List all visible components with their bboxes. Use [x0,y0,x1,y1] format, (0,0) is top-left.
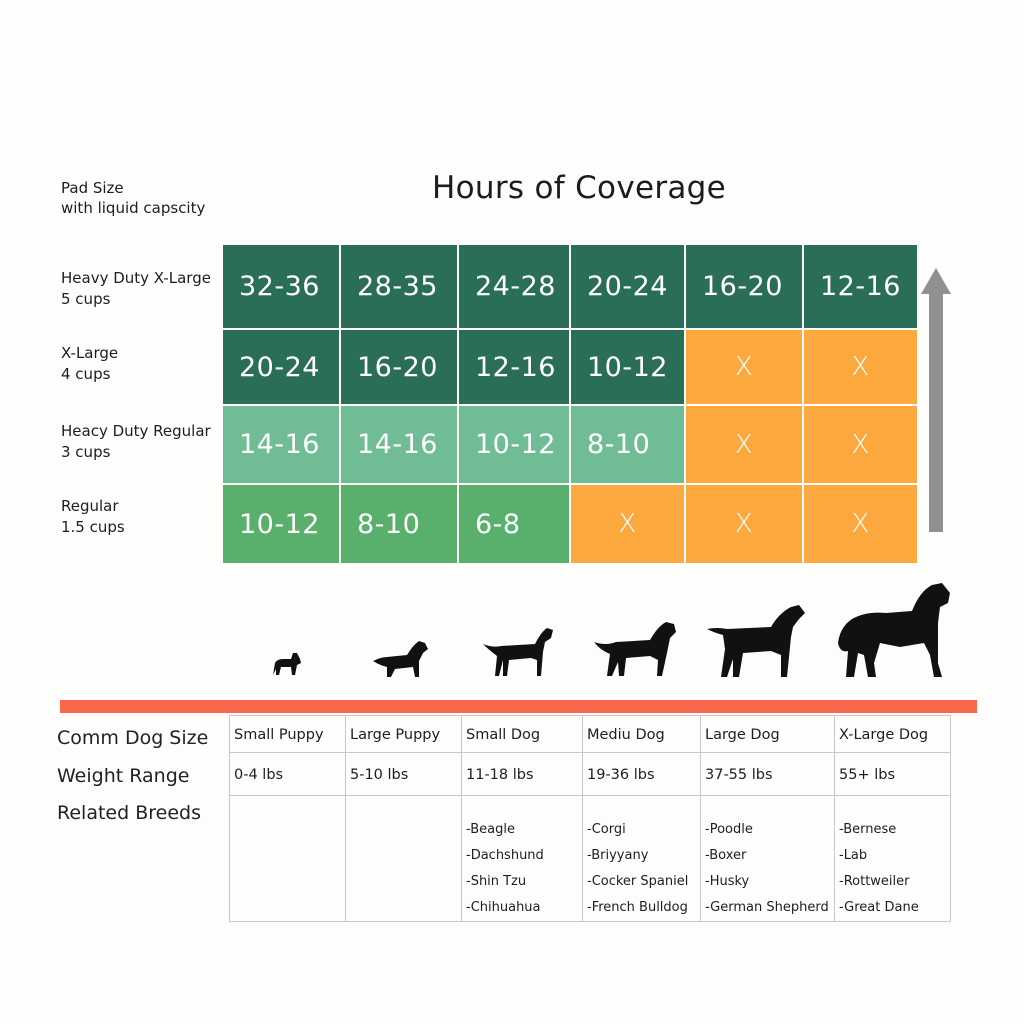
dog-size-table: Small Puppy Large Puppy Small Dog Mediu Dog… [229,715,951,922]
breeds-cell: -Beagle -Dachshund -Shin Tzu -Chihuahua [461,795,583,922]
coverage-cell-unavailable: X [686,330,802,404]
weight-range-cell: 19-36 lbs [582,752,701,796]
large-dog-icon [707,605,805,677]
breeds-cell: -Corgi -Briyyany -Cocker Spaniel -French Bu… [582,795,701,922]
row-label-capacity: 3 cups [61,443,111,461]
table-row: Small Puppy Large Puppy Small Dog Mediu Dog… [229,715,951,753]
coverage-cell: 12-16 [459,330,569,404]
breed-item: -Bernese [839,822,897,837]
pad-size-title: Pad Size [61,179,124,197]
breed-item: -Cocker Spaniel [587,874,689,889]
breeds-cell [229,795,346,922]
row-label-name: Heacy Duty Regular [61,422,211,440]
coverage-cell: 32-36 [223,245,339,328]
small-puppy-icon [273,653,301,675]
weight-range-cell: 55+ lbs [834,752,951,796]
breed-item: -Husky [705,874,750,889]
coverage-cell: 10-12 [571,330,684,404]
breeds-cell: -Bernese -Lab -Rottweiler -Great Dane [834,795,951,922]
page-title: Hours of Coverage [432,170,727,206]
weight-range-cell: 37-55 lbs [700,752,835,796]
coverage-cell: 16-20 [686,245,802,328]
dog-size-cell: Large Puppy [345,715,462,753]
breed-item: -Chihuahua [466,900,541,915]
coverage-grid: 32-36 28-35 24-28 20-24 16-20 12-16 20-24 16-20… [223,245,917,563]
breed-item: -Great Dane [839,900,919,915]
pad-size-label: Pad Size with liquid capscity [61,178,205,218]
pad-size-subtitle: with liquid capscity [61,199,206,217]
weight-range-cell: 5-10 lbs [345,752,462,796]
breed-item: -Poodle [705,822,753,837]
size-divider-bar [60,700,977,713]
large-puppy-icon [373,641,428,677]
dog-silhouettes [273,583,950,677]
coverage-cell-unavailable: X [804,406,917,483]
row-label-capacity: 5 cups [61,290,111,308]
table-row: 0-4 lbs 5-10 lbs 11-18 lbs 19-36 lbs 37-55 l… [229,752,951,796]
coverage-cell: 6-8 [459,485,569,563]
breed-item: -Beagle [466,822,515,837]
coverage-cell: 10-12 [459,406,569,483]
coverage-cell: 8-10 [571,406,684,483]
row-label-capacity: 1.5 cups [61,518,125,536]
weight-range-cell: 11-18 lbs [461,752,583,796]
row-label-heavy-duty-x-large: Heavy Duty X-Large 5 cups [61,268,211,310]
header-related-breeds: Related Breeds [57,802,201,824]
coverage-cell: 16-20 [341,330,457,404]
row-label-name: Heavy Duty X-Large [61,269,211,287]
table-row: -Beagle -Dachshund -Shin Tzu -Chihuahua -Cor… [229,795,951,922]
x-large-dog-icon [838,583,950,677]
small-dog-icon [483,628,553,676]
row-label-x-large: X-Large 4 cups [61,343,118,385]
row-label-regular: Regular 1.5 cups [61,496,125,538]
breed-item: -Lab [839,848,868,863]
row-label-capacity: 4 cups [61,365,111,383]
breed-item: -Corgi [587,822,626,837]
medium-dog-icon [594,622,676,676]
coverage-cell-unavailable: X [686,406,802,483]
header-weight-range: Weight Range [57,765,190,787]
coverage-cell-unavailable: X [804,330,917,404]
coverage-cell-unavailable: X [686,485,802,563]
coverage-cell: 20-24 [223,330,339,404]
breeds-cell [345,795,462,922]
coverage-cell: 8-10 [341,485,457,563]
dog-size-cell: Large Dog [700,715,835,753]
row-label-name: Regular [61,497,119,515]
header-dog-size: Comm Dog Size [57,727,209,749]
coverage-cell-unavailable: X [804,485,917,563]
dog-size-cell: Small Dog [461,715,583,753]
coverage-cell: 24-28 [459,245,569,328]
arrow-up-icon [921,268,951,532]
row-label-name: X-Large [61,344,119,362]
coverage-cell: 10-12 [223,485,339,563]
coverage-cell: 14-16 [341,406,457,483]
breeds-cell: -Poodle -Boxer -Husky -German Shepherd [700,795,835,922]
breed-item: -Dachshund [466,848,544,863]
dog-size-cell: Small Puppy [229,715,346,753]
breed-item: -Briyyany [587,848,649,863]
coverage-cell: 20-24 [571,245,684,328]
breed-item: -Shin Tzu [466,874,527,889]
row-label-heavy-duty-regular: Heacy Duty Regular 3 cups [61,421,211,463]
coverage-cell: 12-16 [804,245,917,328]
breed-item: -French Bulldog [587,900,688,915]
breed-item: -Boxer [705,848,747,863]
dog-size-cell: Mediu Dog [582,715,701,753]
coverage-cell: 14-16 [223,406,339,483]
weight-range-cell: 0-4 lbs [229,752,346,796]
dog-size-cell: X-Large Dog [834,715,951,753]
coverage-cell: 28-35 [341,245,457,328]
breed-item: -German Shepherd [705,900,829,915]
coverage-cell-unavailable: X [571,485,684,563]
breed-item: -Rottweiler [839,874,910,889]
